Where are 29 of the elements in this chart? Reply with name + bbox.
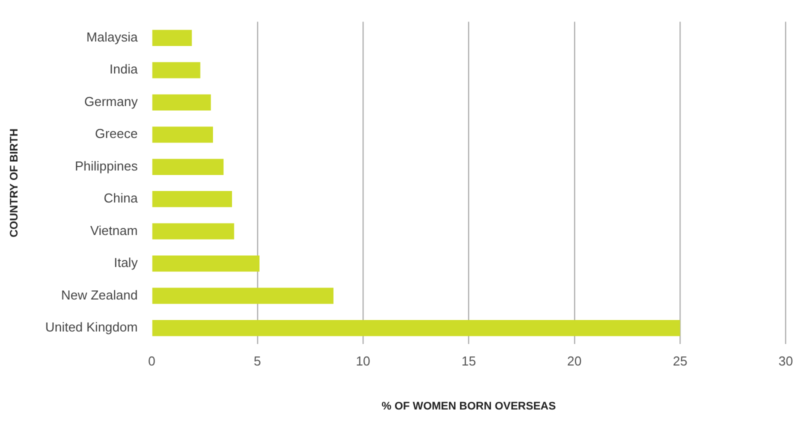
y-tick-label: Germany	[84, 94, 138, 109]
y-tick-label: Vietnam	[90, 222, 138, 238]
y-tick-label: China	[104, 190, 138, 206]
x-tick-label: 15	[462, 354, 476, 369]
bar	[152, 30, 192, 46]
y-tick-label: New Zealand	[61, 287, 138, 302]
x-axis-title: % OF WOMEN BORN OVERSEAS	[382, 400, 556, 412]
bar	[152, 126, 213, 143]
bar	[152, 62, 200, 78]
bar	[152, 288, 334, 304]
y-axis-title: COUNTRY OF BIRTH	[8, 128, 21, 238]
y-tick-label: Malaysia	[86, 30, 138, 44]
y-tick-label: India	[109, 62, 138, 77]
y-tick-label: Greece	[95, 126, 138, 142]
y-tick-label: United Kingdom	[45, 320, 138, 335]
bar	[152, 158, 224, 175]
bar	[152, 223, 234, 240]
x-tick-label: 5	[254, 354, 261, 369]
bar	[152, 256, 260, 272]
y-tick-label: Italy	[114, 255, 138, 270]
x-tick-label: 20	[567, 354, 582, 369]
bar	[152, 94, 211, 110]
bar	[152, 320, 680, 336]
bar	[152, 191, 232, 208]
x-tick-label: 10	[356, 354, 370, 369]
x-tick-label: 25	[672, 354, 688, 369]
y-tick-label: Philippines	[74, 158, 138, 174]
x-tick-label: 30	[778, 354, 794, 369]
x-tick-label: 0	[148, 354, 156, 369]
